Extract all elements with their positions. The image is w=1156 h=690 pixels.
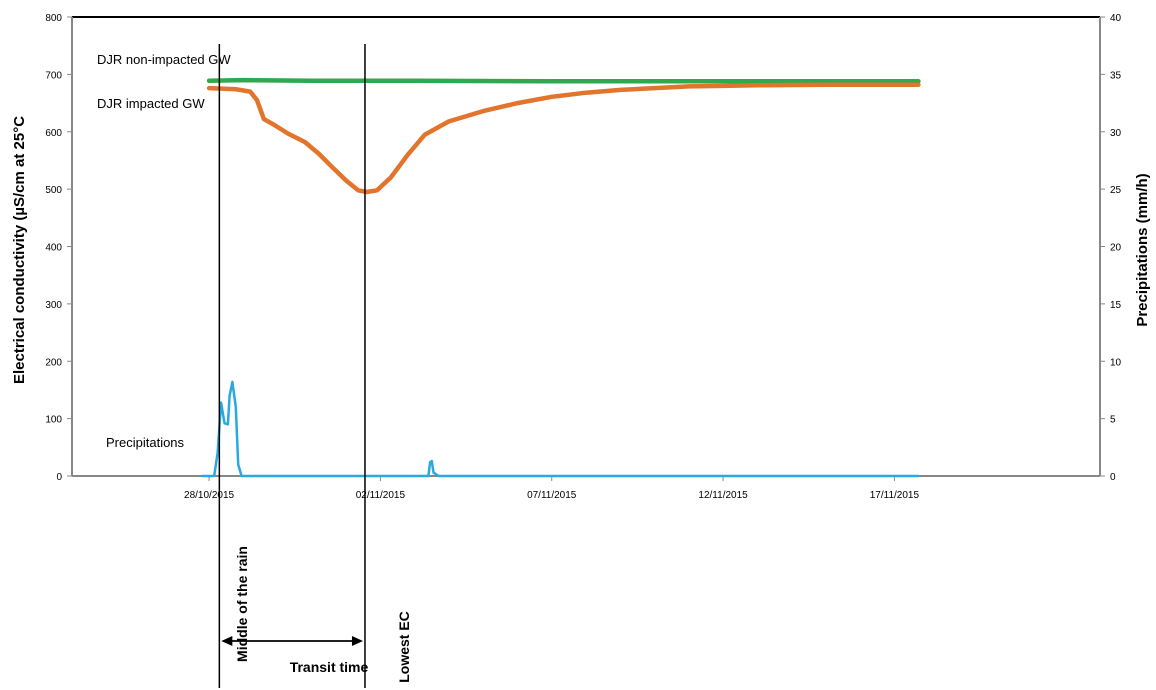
y-left-tick-label: 600 (45, 128, 62, 139)
legend-label-precipitations: Precipitations (106, 435, 185, 450)
y-right-tick-label: 40 (1110, 13, 1122, 24)
y-left-tick-label: 100 (45, 415, 62, 426)
annotation-lowest-ec: Lowest EC (396, 611, 412, 683)
y-right-tick-label: 20 (1110, 243, 1122, 254)
y-right-tick-label: 10 (1110, 357, 1122, 368)
y-right-tick-label: 15 (1110, 300, 1122, 311)
y-left-tick-label: 800 (45, 13, 62, 24)
y-right-tick-label: 35 (1110, 70, 1122, 81)
series-line-precipitations (200, 380, 920, 478)
x-tick-label: 12/11/2015 (698, 490, 748, 501)
y-left-tick-label: 300 (45, 300, 62, 311)
x-tick-label: 17/11/2015 (870, 490, 920, 501)
y-left-tick-label: 200 (45, 357, 62, 368)
annotation-transit-time: Transit time (290, 659, 369, 675)
y-axis-left-title: Electrical conductivity (µS/cm at 25°C (11, 116, 28, 384)
legend-label-non-impacted: DJR non-impacted GW (97, 52, 231, 67)
y-left-tick-label: 700 (45, 70, 62, 81)
y-right-tick-label: 0 (1110, 472, 1116, 483)
series-line-non-impacted-gw (206, 77, 921, 84)
y-left-tick-label: 400 (45, 243, 62, 254)
x-tick-label: 28/10/2015 (184, 490, 234, 501)
y-axis-right-ticks: 0 5 10 15 20 25 30 35 40 (1100, 13, 1122, 483)
legend-label-impacted: DJR impacted GW (97, 96, 205, 111)
axes (71, 16, 1101, 477)
y-right-tick-label: 5 (1110, 415, 1116, 426)
annotation-middle-of-rain: Middle of the rain (234, 546, 250, 662)
transit-time-arrowhead-left (221, 636, 233, 646)
x-tick-label: 02/11/2015 (356, 490, 406, 501)
y-right-tick-label: 25 (1110, 185, 1122, 196)
y-right-tick-label: 30 (1110, 128, 1122, 139)
x-axis-ticks: 28/10/2015 02/11/2015 07/11/2015 12/11/2015… (184, 476, 919, 501)
series-line-impacted-gw (206, 82, 921, 195)
x-tick-label: 07/11/2015 (527, 490, 577, 501)
transit-time-arrowhead-right (351, 636, 363, 646)
y-left-tick-label: 0 (56, 472, 62, 483)
y-axis-right-title: Precipitations (mm/h) (1134, 173, 1151, 326)
series-group (200, 77, 921, 478)
y-left-tick-label: 500 (45, 185, 62, 196)
y-axis-left-ticks: 0 100 200 300 400 500 600 700 800 (45, 13, 72, 483)
annotations (218, 44, 366, 688)
